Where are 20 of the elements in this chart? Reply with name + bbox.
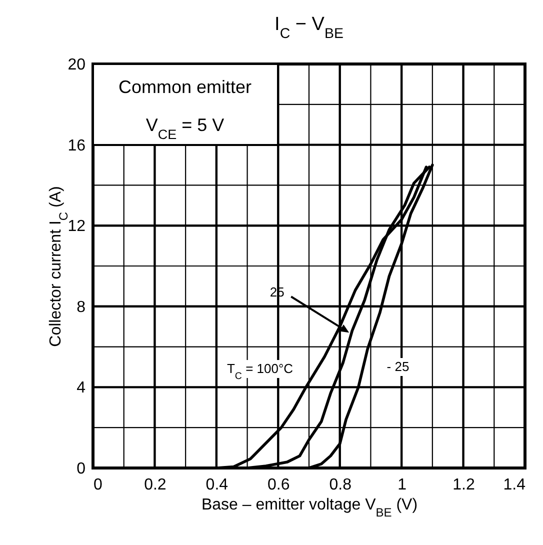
annotation: T$_{C}$ = 100°C xyxy=(226,361,294,382)
y-tick-label: 12 xyxy=(68,218,86,236)
y-tick-label: 16 xyxy=(68,137,86,154)
x-tick-label: 0.6 xyxy=(268,476,290,494)
x-tick-label: 1.2 xyxy=(452,476,476,494)
annotation: - 25 xyxy=(386,359,410,374)
annotation: V$_{CE}$ = 5 V xyxy=(146,115,224,142)
x-axis-title: Base – emitter voltage V$_{BE}$ (V) xyxy=(201,496,418,520)
annotation: Common emitter xyxy=(118,77,252,97)
chart-title: I$_{C}$ − V$_{BE}$ xyxy=(274,14,344,42)
x-tick-label: 1 xyxy=(398,476,407,494)
y-tick-label: 0 xyxy=(76,460,86,478)
x-tick-label: 0.2 xyxy=(144,476,166,494)
y-tick-label: 4 xyxy=(76,380,86,397)
x-tick-label: 1.4 xyxy=(503,476,526,494)
x-tick-label: 0.8 xyxy=(329,476,352,494)
y-tick-label: 20 xyxy=(68,56,86,74)
x-tick-label: 0.4 xyxy=(206,476,228,494)
x-tick-label: 0 xyxy=(94,476,102,494)
y-tick-label: 8 xyxy=(76,298,86,316)
